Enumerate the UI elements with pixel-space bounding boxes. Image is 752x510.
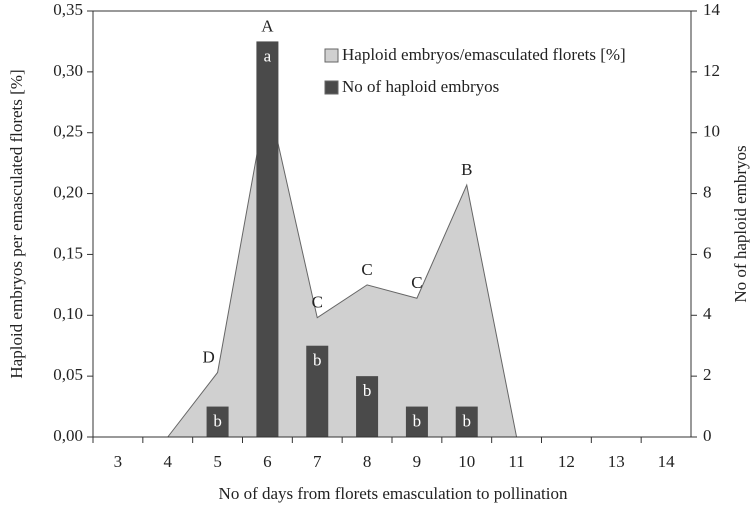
- legend-label: Haploid embryos/emasculated florets [%]: [342, 45, 626, 64]
- y-tick-label: 0,05: [53, 365, 83, 384]
- bar: [356, 376, 379, 437]
- bar-letter: b: [213, 411, 222, 430]
- x-tick-label: 7: [313, 452, 322, 471]
- bar-letter: b: [413, 411, 422, 430]
- bar-letter: b: [363, 381, 372, 400]
- legend-label: No of haploid embryos: [342, 77, 499, 96]
- area-letter: B: [461, 160, 472, 179]
- area-letter: D: [202, 347, 214, 366]
- y-tick-label: 0,25: [53, 122, 83, 141]
- area-letter: C: [361, 260, 372, 279]
- x-tick-label: 6: [263, 452, 272, 471]
- y2-tick-label: 4: [703, 304, 712, 323]
- bar: [405, 406, 428, 437]
- bar: [306, 345, 329, 437]
- x-tick-label: 12: [558, 452, 575, 471]
- y2-tick-label: 10: [703, 122, 720, 141]
- x-tick-label: 14: [658, 452, 676, 471]
- bar: [256, 41, 279, 438]
- x-tick-label: 4: [164, 452, 173, 471]
- legend-swatch: [324, 48, 339, 63]
- x-tick-label: 8: [363, 452, 372, 471]
- y-tick-label: 0,10: [53, 304, 83, 323]
- bar: [455, 406, 478, 437]
- y2-tick-label: 0: [703, 426, 712, 445]
- bar: [206, 406, 229, 437]
- area-letter: C: [312, 293, 323, 312]
- x-tick-label: 9: [413, 452, 422, 471]
- y-tick-label: 0,00: [53, 426, 83, 445]
- y-axis-title: Haploid embryos per emasculated florets …: [7, 69, 26, 378]
- x-tick-label: 3: [114, 452, 123, 471]
- y2-tick-label: 12: [703, 61, 720, 80]
- y-tick-label: 0,30: [53, 61, 83, 80]
- x-tick-label: 13: [608, 452, 625, 471]
- area-letter: C: [411, 273, 422, 292]
- y2-tick-label: 14: [703, 0, 721, 19]
- y2-tick-label: 8: [703, 182, 712, 201]
- y2-axis-title: No of haploid embryos: [731, 145, 750, 302]
- area: [166, 96, 518, 438]
- y2-tick-label: 6: [703, 243, 712, 262]
- x-tick-label: 10: [458, 452, 475, 471]
- y-tick-label: 0,15: [53, 243, 83, 262]
- bar-letter: b: [313, 351, 322, 370]
- x-axis-title: No of days from florets emasculation to …: [219, 484, 568, 503]
- area-letter: A: [261, 16, 274, 35]
- y-tick-label: 0,20: [53, 182, 83, 201]
- legend-swatch: [324, 80, 339, 95]
- y2-tick-label: 2: [703, 365, 712, 384]
- x-tick-label: 11: [508, 452, 524, 471]
- bar-letter: b: [463, 411, 472, 430]
- bar-letter: a: [264, 46, 272, 65]
- y-tick-label: 0,35: [53, 0, 83, 19]
- x-tick-label: 5: [213, 452, 222, 471]
